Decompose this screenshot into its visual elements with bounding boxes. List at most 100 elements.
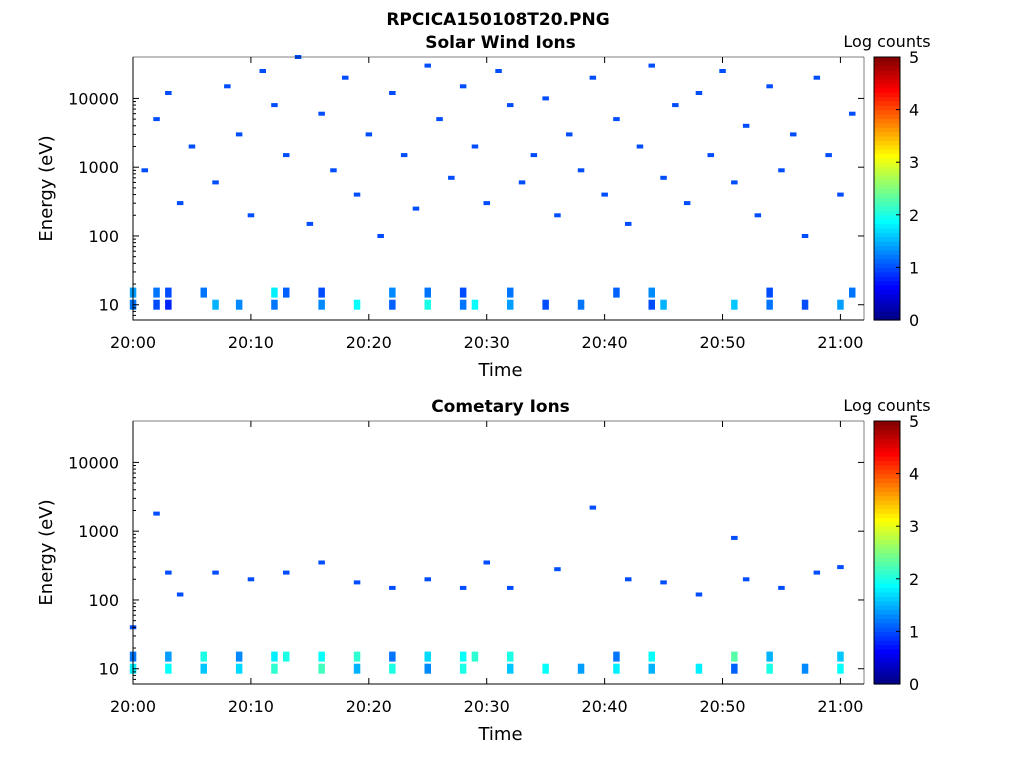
colorbar-segment [874,61,900,67]
colorbar-segment [874,241,900,247]
colorbar-segment [874,153,900,159]
colorbar-segment [874,596,900,602]
colorbar-tick-label: 0 [909,675,919,694]
colorbar-frame [873,56,901,321]
colorbar-segment [874,565,900,571]
colorbar-segment [874,179,900,185]
colorbar-segment [874,65,900,71]
panel-title: Solar Wind Ions [425,33,576,53]
x-tick-label: 21:00 [817,333,863,352]
y-axis-label: Energy (eV) [36,135,57,241]
x-tick-label: 20:10 [228,697,274,716]
colorbar-segment [874,175,900,181]
data-cell [471,651,479,662]
data-cell [648,299,655,310]
colorbar-segment [874,657,900,663]
data-cell [530,153,538,158]
data-cell [719,69,726,73]
colorbar-segment [874,83,900,89]
colorbar-segment [874,263,900,268]
data-cell [141,168,148,173]
data-cell [813,75,821,80]
colorbar-segment [874,188,900,194]
colorbar-segment [874,144,900,150]
data-cell [648,651,655,662]
data-cell [648,663,655,674]
data-cell [389,91,396,95]
colorbar-segment [874,162,900,168]
data-cell [389,299,396,310]
data-cell [235,132,243,137]
data-cell [507,585,514,590]
data-cell [731,180,738,185]
colorbar-segment [874,236,900,242]
data-cell [271,103,278,108]
colorbar-segment [874,552,900,558]
data-cell [318,299,325,310]
data-cell [801,234,809,238]
data-cell [507,663,514,674]
x-tick-label: 20:30 [464,333,510,352]
data-cell [389,585,396,590]
colorbar-segment [874,214,900,220]
data-cell [271,299,278,310]
data-cell [613,287,620,298]
data-cell [577,168,585,173]
data-cell [566,132,573,137]
data-cell [165,287,172,298]
data-cell [283,153,290,158]
colorbar-segment [874,530,900,536]
colorbar-segment [874,254,900,260]
data-cell [448,175,455,180]
x-axis-label: Time [477,360,522,381]
colorbar-segment [874,135,900,141]
data-cell [542,299,549,310]
colorbar-segment [874,670,900,676]
colorbar-tick-label: 2 [909,570,919,589]
colorbar-segment [874,456,900,462]
data-cell [683,201,691,206]
data-cell [731,651,738,662]
data-cell [353,192,361,197]
colorbar-segment [874,227,900,233]
colorbar-tick-label: 2 [909,206,919,225]
data-cell [648,287,655,298]
colorbar-segment [874,210,900,216]
colorbar-segment [874,280,900,286]
data-cell [695,663,703,674]
colorbar-segment [874,284,900,290]
data-cell [424,63,431,68]
data-cell [766,651,773,662]
data-cell [459,651,467,662]
colorbar-segment [874,482,900,488]
data-cell [224,84,231,89]
colorbar-segment [874,206,900,212]
data-cell [554,213,561,218]
data-cell [200,663,207,674]
colorbar-segment [874,113,900,119]
colorbar-segment [874,166,900,172]
colorbar-tick-label: 3 [909,153,919,172]
data-cell [424,651,431,662]
axes-box [133,420,865,684]
y-tick-label: 100 [88,227,119,246]
colorbar-segment [874,149,900,155]
data-cell [766,663,773,674]
data-cell [707,153,714,158]
colorbar-segment [874,578,900,584]
data-cell [459,84,467,89]
data-cell [165,299,172,310]
data-cell [518,180,526,185]
colorbar-frame [873,420,901,685]
colorbar-segment [874,315,900,321]
data-cell [212,299,219,310]
data-cell [365,132,373,137]
colorbar-segment [874,679,900,685]
data-cell [801,299,809,310]
data-cell [153,299,160,310]
data-cell [766,84,773,89]
data-cell [660,580,667,585]
colorbar-tick-label: 3 [909,517,919,536]
data-cell [601,192,608,197]
